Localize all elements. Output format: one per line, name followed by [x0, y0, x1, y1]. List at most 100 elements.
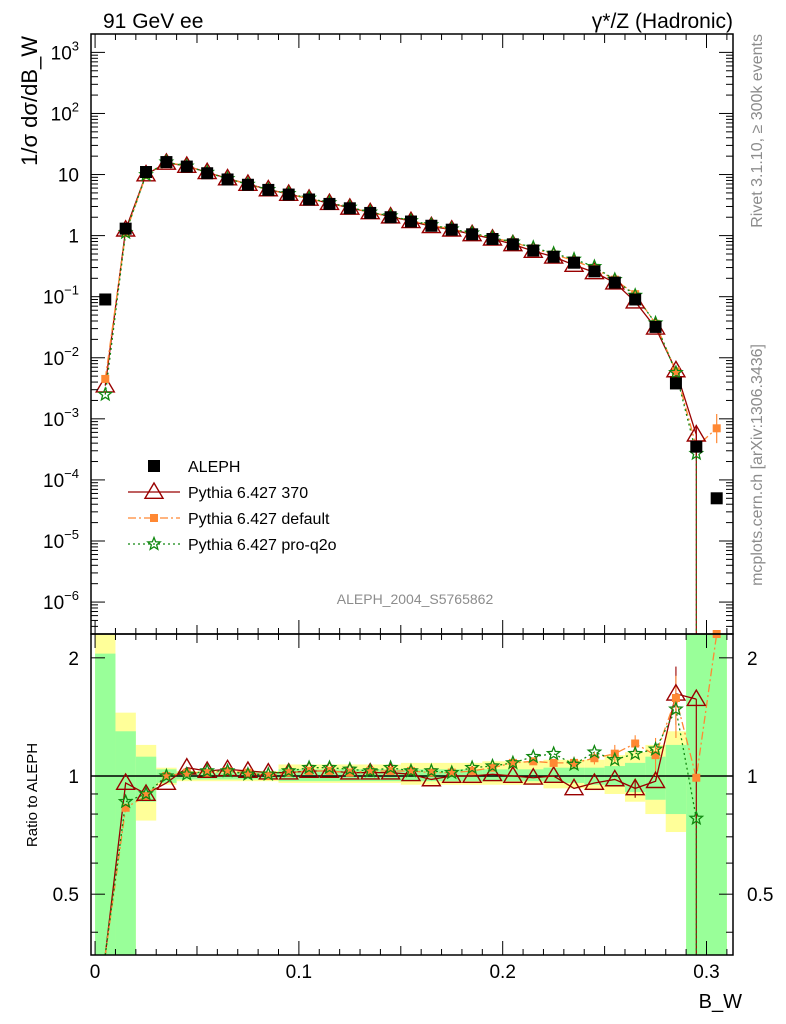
data-point-aleph	[506, 238, 519, 251]
data-point-proq2o	[117, 793, 134, 809]
data-point-default	[101, 374, 110, 383]
data-point-proq2o	[627, 745, 644, 761]
data-point-proq2o	[97, 386, 114, 402]
data-point-proq2o	[280, 762, 297, 778]
data-point-aleph	[303, 193, 316, 206]
data-point-default	[712, 424, 721, 433]
data-point-default	[671, 694, 680, 703]
data-point-default	[651, 751, 660, 760]
series-line-default	[104, 161, 718, 448]
data-point-aleph	[384, 211, 397, 224]
data-point-proq2o	[178, 766, 195, 782]
y-tick-label: 10	[58, 166, 79, 187]
ratio-y-axis-label: Ratio to ALEPH	[24, 743, 41, 847]
data-point-default	[488, 763, 497, 772]
header-left-title: 91 GeV ee	[103, 10, 203, 33]
data-point-proq2o	[240, 766, 256, 782]
data-point-default	[182, 768, 191, 777]
data-point-aleph	[364, 206, 377, 219]
panel-frames	[90, 33, 734, 956]
data-point-default	[447, 768, 456, 777]
legend: ALEPH Pythia 6.427 370 Pythia 6.427 defaul…	[128, 459, 337, 554]
data-point-default	[121, 803, 130, 812]
series-line-p370	[104, 162, 697, 435]
data-point-aleph	[148, 460, 160, 472]
data-point-p370	[421, 769, 442, 787]
data-point-proq2o	[341, 761, 358, 777]
data-point-p370	[482, 763, 503, 782]
data-point-aleph	[160, 156, 173, 169]
axis-ticks: 0 0.1 0.2 0.3 10−6 10−5 10−4 10−3 10−2 10−1 1 10 102…	[43, 33, 773, 983]
data-point-p370	[604, 769, 626, 787]
main-series	[95, 152, 723, 634]
data-point-default	[671, 367, 680, 376]
data-point-p370	[543, 765, 564, 784]
x-tick-label: 0.1	[286, 962, 312, 983]
data-point-default	[223, 766, 232, 775]
y-tick-label: 10−1	[43, 283, 79, 309]
data-point-proq2o	[199, 762, 216, 778]
data-point-p370	[441, 765, 462, 784]
mcplots-url-label: mcplots.cern.ch [arXiv:1306.3436]	[749, 344, 766, 586]
data-point-aleph	[323, 197, 336, 210]
data-point-p370	[115, 772, 136, 790]
data-point-proq2o	[668, 364, 684, 380]
ratio-series	[104, 630, 721, 956]
y-tick-label: 10−5	[43, 527, 79, 553]
legend-label: Pythia 6.427 default	[188, 511, 330, 528]
data-point-p370	[665, 360, 687, 378]
data-point-p370	[217, 758, 238, 777]
data-point-p370	[359, 762, 381, 780]
data-point-aleph	[486, 233, 499, 246]
data-point-default	[243, 768, 252, 777]
band-inner-rect	[706, 634, 727, 955]
data-point-proq2o	[146, 535, 162, 551]
data-point-aleph	[629, 293, 642, 306]
data-point-proq2o	[219, 762, 236, 778]
data-point-proq2o	[301, 759, 317, 775]
data-point-aleph	[241, 178, 254, 191]
data-point-proq2o	[566, 756, 582, 772]
data-point-proq2o	[362, 762, 379, 778]
data-point-default	[570, 758, 579, 767]
band-inner-rect	[645, 756, 666, 800]
data-point-proq2o	[545, 745, 562, 761]
data-point-proq2o	[403, 762, 419, 778]
data-point-p370	[339, 762, 361, 780]
y-tick-label: 1	[68, 227, 79, 248]
data-point-p370	[380, 762, 401, 780]
data-point-p370	[278, 762, 299, 780]
data-point-default	[284, 768, 293, 777]
data-point-aleph	[180, 160, 193, 173]
x-tick-label: 0.2	[489, 962, 515, 983]
data-point-proq2o	[382, 759, 399, 775]
data-point-p370	[319, 760, 340, 778]
data-point-p370	[502, 765, 524, 784]
data-point-proq2o	[504, 754, 521, 770]
main-y-axis-label: 1/σ dσ/dB_W	[17, 36, 42, 166]
data-point-proq2o	[484, 757, 501, 773]
data-point-proq2o	[688, 810, 705, 826]
data-point-aleph	[669, 377, 682, 390]
data-point-aleph	[649, 320, 662, 333]
y-tick-label: 10−2	[43, 344, 79, 370]
data-point-proq2o	[668, 700, 684, 716]
legend-label: ALEPH	[188, 459, 240, 476]
analysis-id-label: ALEPH_2004_S5765862	[337, 591, 494, 607]
data-point-p370	[645, 770, 666, 789]
band-inner-rect	[95, 653, 116, 955]
data-point-default	[692, 773, 701, 782]
data-point-proq2o	[423, 762, 440, 778]
data-point-default	[406, 766, 415, 775]
ratio-line-proq2o	[104, 707, 697, 956]
data-point-p370	[461, 765, 483, 784]
data-point-aleph	[466, 228, 479, 241]
y-tick-label: 102	[51, 99, 79, 125]
data-point-p370	[400, 763, 422, 782]
header-right-title: γ*/Z (Hadronic)	[592, 10, 733, 33]
data-point-default	[529, 757, 538, 766]
x-tick-label: 0	[90, 962, 101, 983]
ratio-y-tick-label-left: 2	[68, 649, 79, 670]
data-point-aleph	[568, 256, 581, 269]
